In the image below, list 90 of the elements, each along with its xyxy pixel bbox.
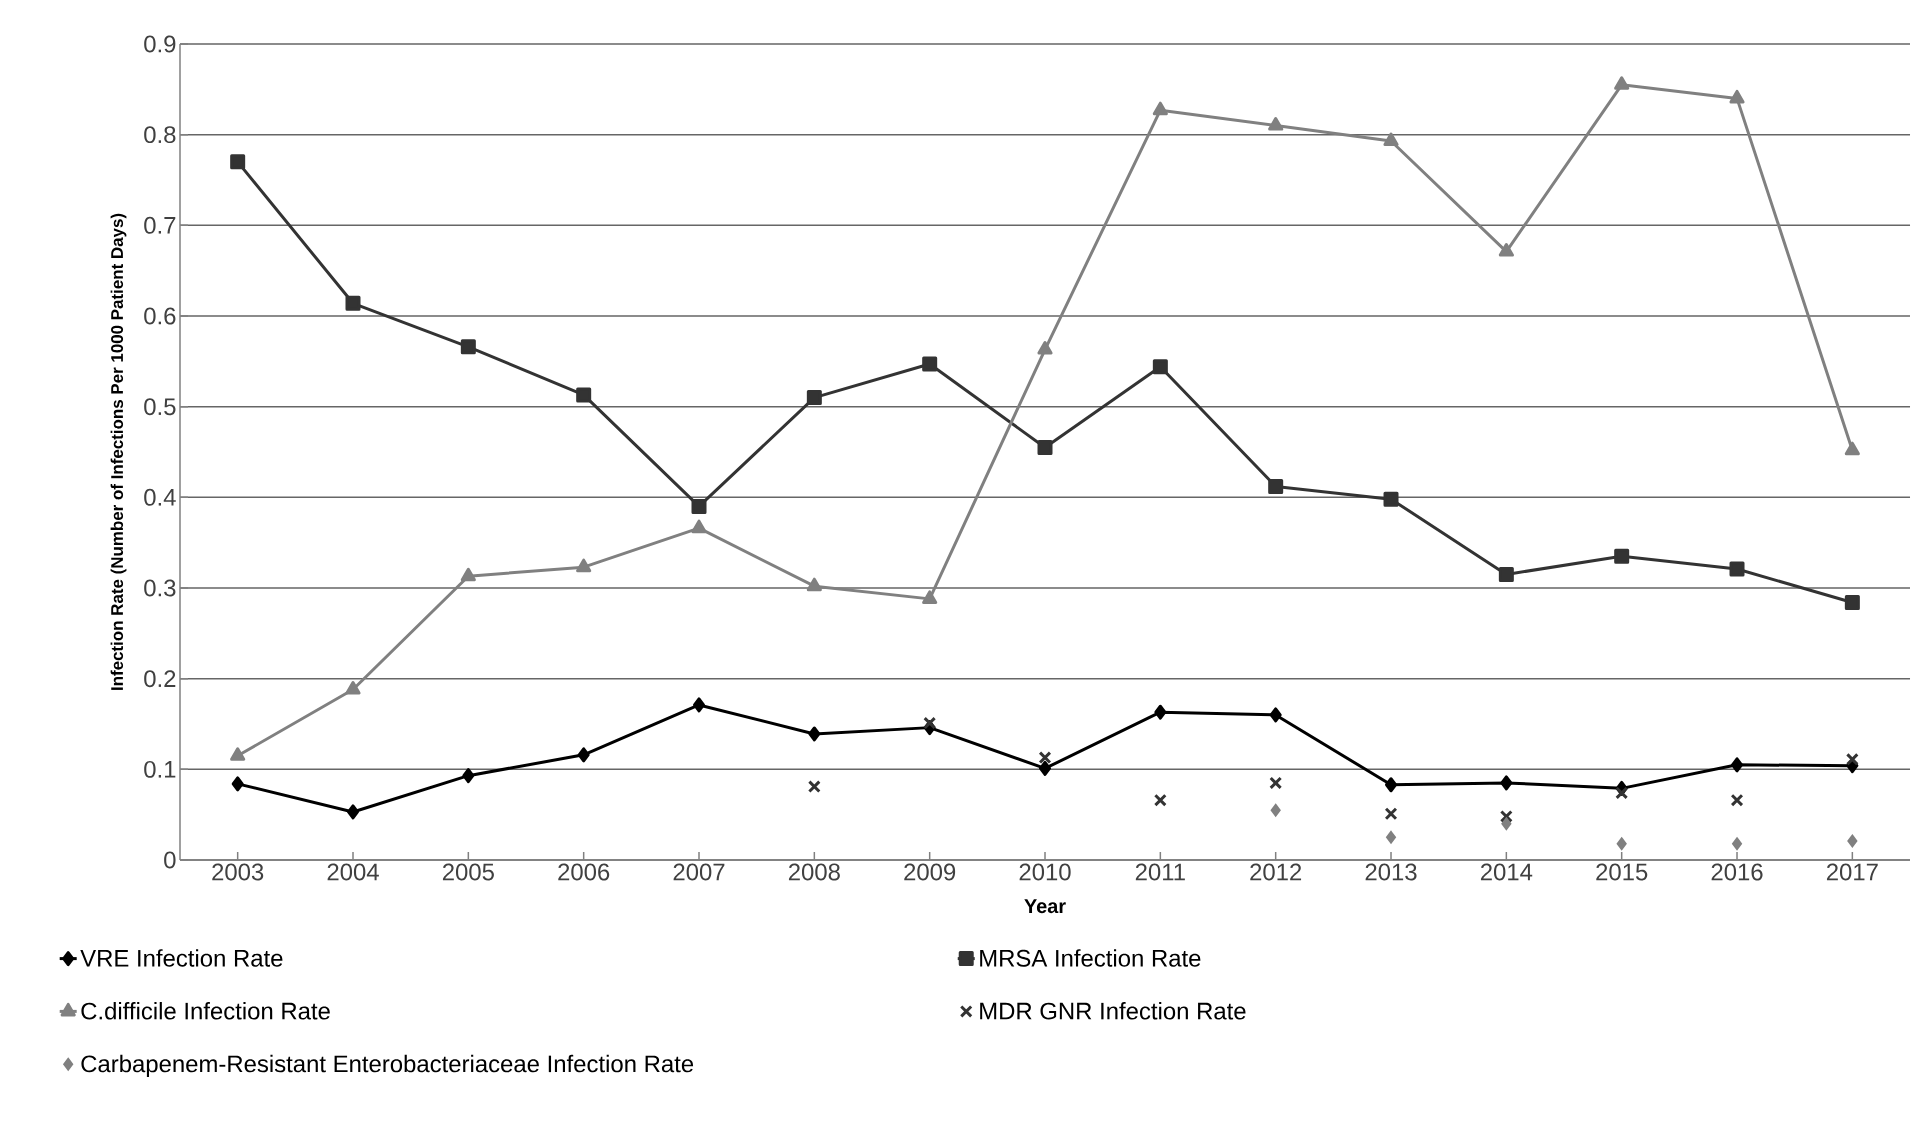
- point: [1845, 752, 1859, 766]
- x-tick-label: 2011: [1135, 863, 1185, 881]
- point: [1501, 817, 1512, 830]
- y-tick-label: 0.7: [144, 216, 176, 234]
- point: [1847, 834, 1858, 847]
- point: [1037, 439, 1053, 455]
- point: [1269, 707, 1282, 723]
- x-tick-label: 2012: [1250, 863, 1302, 881]
- point: [1729, 561, 1745, 577]
- x-tick-label: 2009: [904, 863, 956, 881]
- legend-label: C.difficile Infection Rate: [81, 1001, 330, 1020]
- x-tick-label: 2013: [1365, 863, 1417, 881]
- point: [1614, 548, 1630, 564]
- point: [1154, 704, 1167, 720]
- x-tick-label: 2006: [558, 863, 610, 881]
- legend-label: MRSA Infection Rate: [980, 949, 1201, 967]
- x-tick-label: 2010: [1019, 863, 1071, 881]
- point: [576, 387, 592, 403]
- point: [1844, 595, 1860, 610]
- point: [345, 295, 361, 311]
- point: [807, 780, 821, 794]
- y-tick-label: 0: [164, 851, 176, 869]
- point: [1383, 132, 1399, 146]
- point: [460, 339, 476, 355]
- point: [1729, 89, 1745, 104]
- point: [1152, 101, 1168, 116]
- x-tick-label: 2015: [1596, 863, 1648, 881]
- y-tick-label: 0.8: [144, 126, 176, 144]
- point: [1270, 804, 1281, 817]
- point: [576, 558, 592, 573]
- point: [922, 356, 938, 372]
- point: [922, 590, 938, 604]
- point: [1500, 775, 1513, 791]
- point: [806, 390, 822, 406]
- point: [1616, 837, 1627, 850]
- point: [691, 519, 707, 534]
- point: [231, 776, 244, 792]
- point: [1386, 831, 1396, 844]
- point: [347, 804, 359, 820]
- legend-label: MDR GNR Infection Rate: [980, 1001, 1246, 1020]
- point: [1037, 341, 1053, 355]
- point: [1153, 793, 1167, 807]
- point: [1152, 359, 1168, 375]
- point: [1614, 76, 1630, 90]
- x-tick-label: 2017: [1826, 863, 1878, 881]
- y-tick-label: 0.4: [144, 488, 176, 506]
- point: [693, 697, 705, 713]
- point: [1498, 243, 1514, 257]
- point: [1039, 760, 1052, 776]
- point: [1732, 837, 1742, 850]
- point: [691, 498, 707, 514]
- y-tick-label: 0.1: [144, 760, 176, 778]
- point: [1268, 117, 1284, 131]
- point: [808, 726, 821, 742]
- point: [462, 768, 475, 784]
- point: [1268, 478, 1284, 494]
- point: [806, 577, 822, 592]
- point: [460, 567, 476, 582]
- point: [1730, 793, 1744, 807]
- point: [1383, 491, 1399, 507]
- point: [1615, 786, 1629, 800]
- x-axis-title: Year: [1024, 899, 1066, 914]
- point: [1384, 807, 1398, 821]
- x-tick-label: 2003: [212, 863, 264, 881]
- point: [230, 747, 246, 761]
- y-tick-label: 0.3: [144, 579, 176, 597]
- point: [230, 154, 246, 170]
- y-tick-label: 0.6: [144, 307, 176, 325]
- x-tick-label: 2016: [1711, 863, 1763, 881]
- y-tick-label: 0.2: [144, 670, 176, 688]
- point: [1385, 777, 1398, 793]
- x-tick-label: 2014: [1480, 863, 1533, 881]
- legend-label: VRE Infection Rate: [80, 949, 283, 967]
- legend-label: Carbapenem-Resistant Enterobacteriaceae Infection Rate: [81, 1054, 694, 1078]
- y-tick-label: 0.9: [144, 35, 176, 53]
- point: [1038, 751, 1052, 764]
- x-tick-label: 2008: [788, 863, 840, 881]
- y-axis-title: Infection Rate (Number of Infections Per 1000 Patient Days): [110, 213, 127, 690]
- point: [577, 747, 590, 763]
- point: [1269, 776, 1283, 790]
- x-tick-label: 2005: [442, 863, 494, 881]
- point: [923, 716, 937, 730]
- point: [1844, 441, 1860, 456]
- x-tick-label: 2007: [673, 863, 725, 881]
- point: [1499, 810, 1513, 823]
- point: [1498, 566, 1514, 582]
- point: [1731, 757, 1744, 773]
- x-tick-label: 2004: [327, 863, 379, 881]
- y-tick-label: 0.5: [144, 398, 176, 416]
- point: [345, 681, 361, 695]
